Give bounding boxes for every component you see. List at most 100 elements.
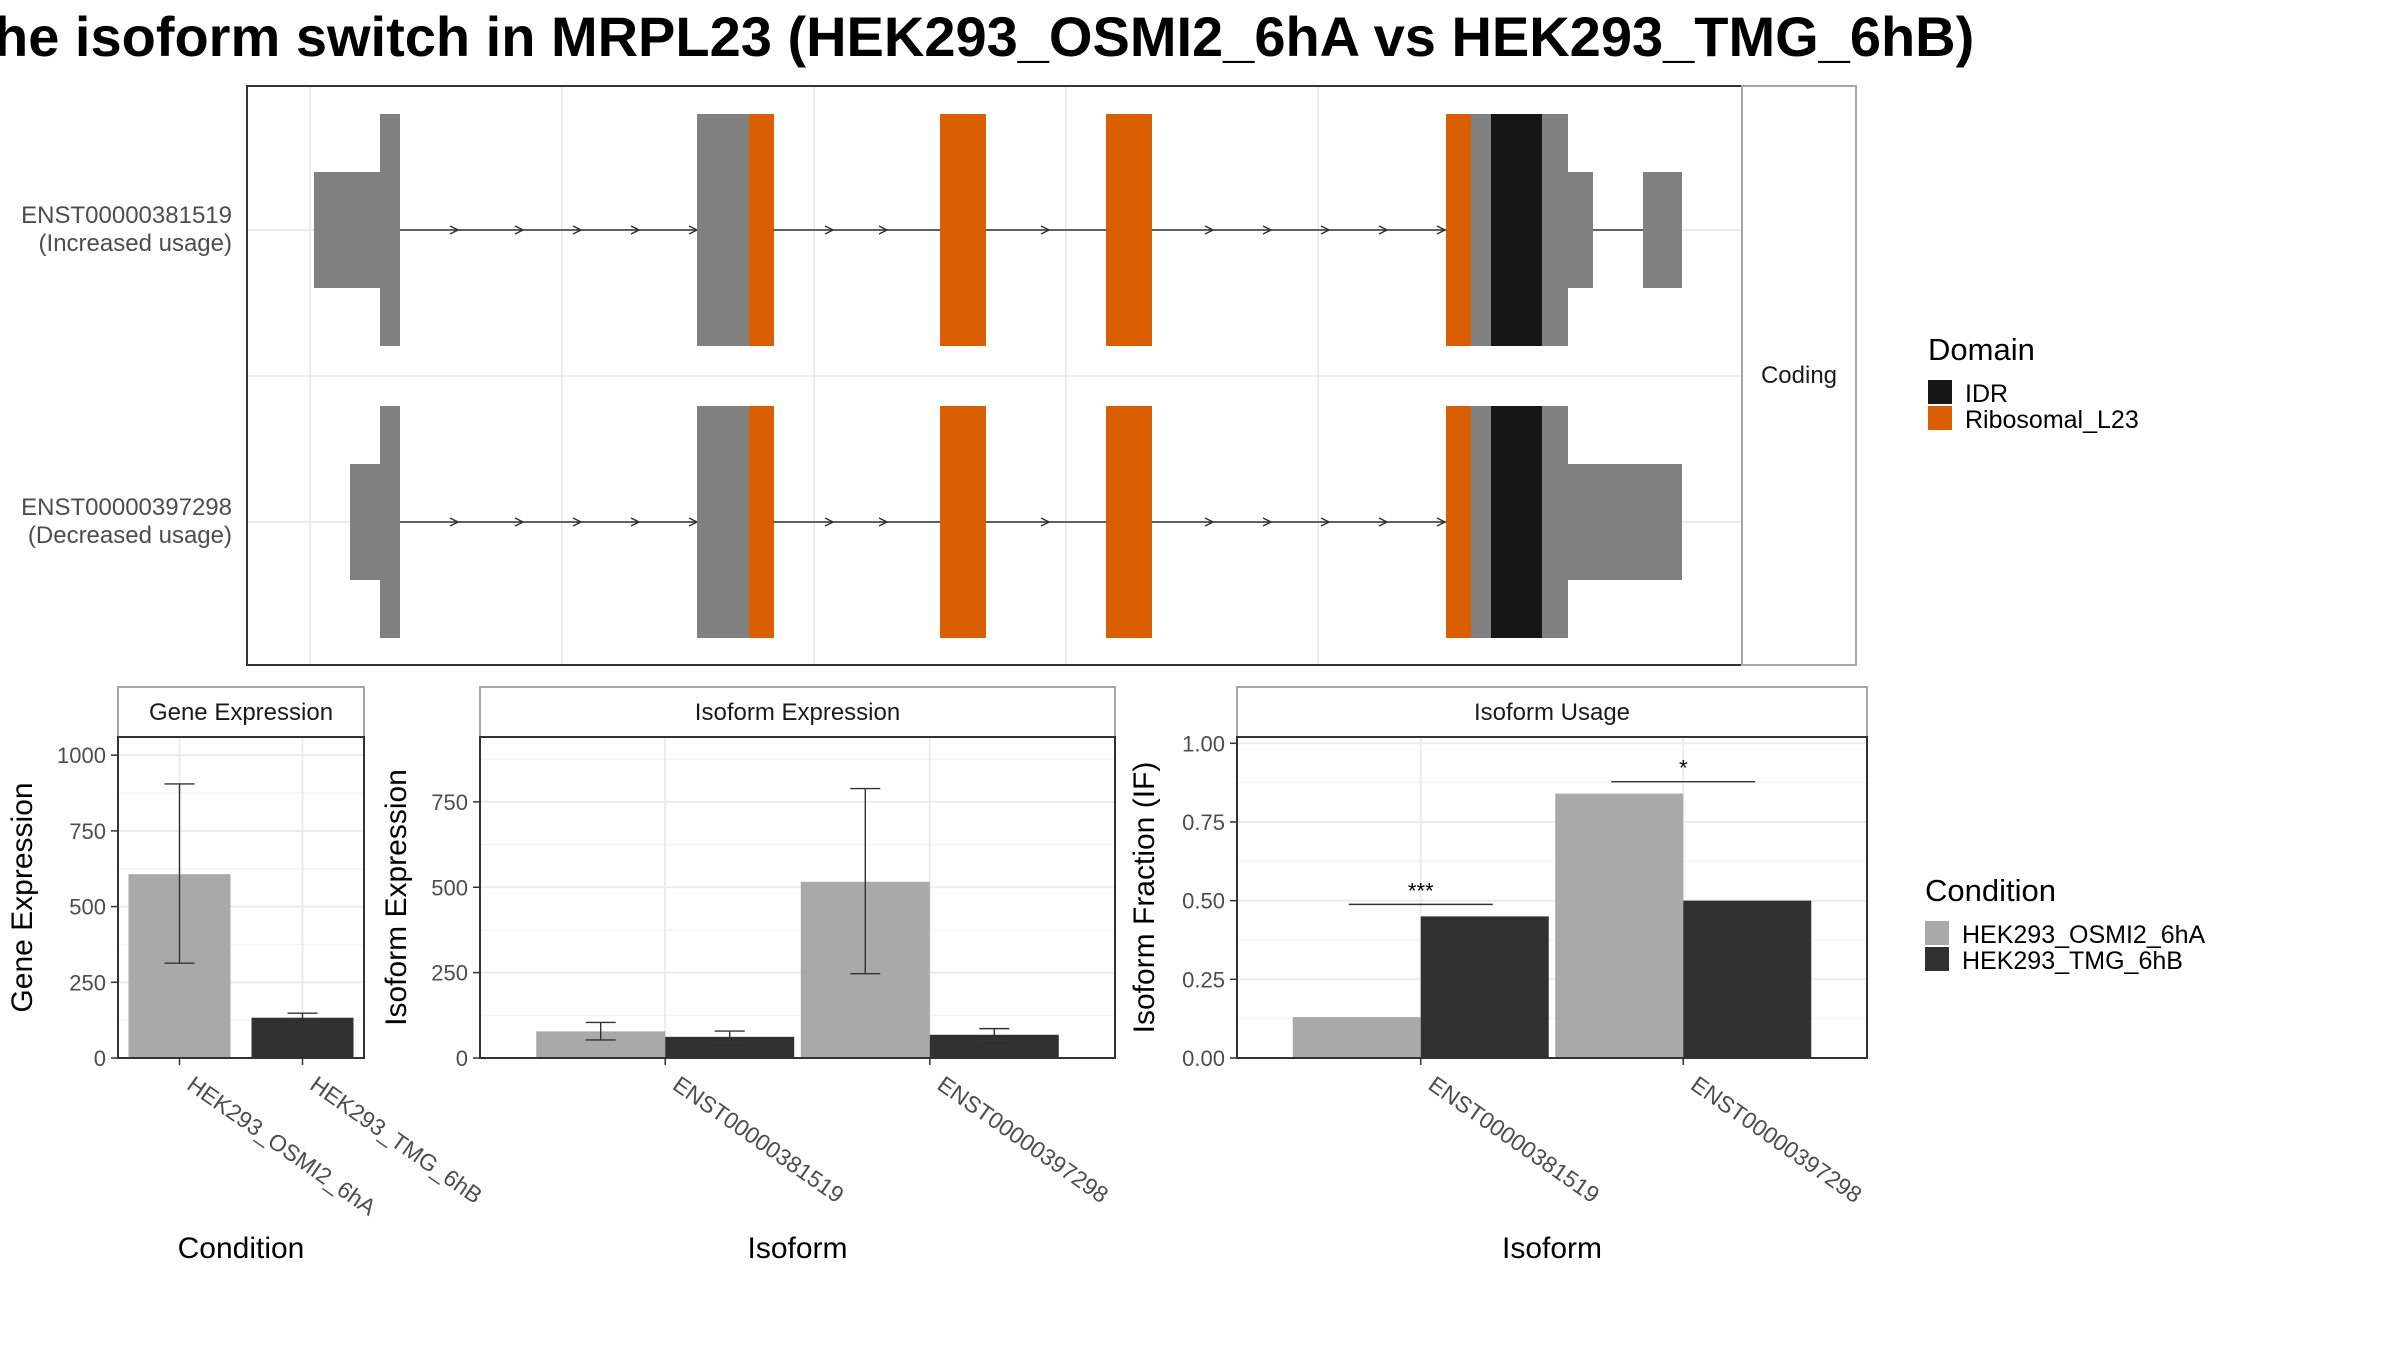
domain-legend-label-ribosomal: Ribosomal_L23	[1965, 406, 2139, 434]
intron-arrow	[1436, 225, 1447, 235]
intron-arrow	[1320, 225, 1331, 235]
gene-expression-strip-title: Gene Expression	[149, 699, 333, 726]
isoform-usage-y-axis-title: Isoform Fraction (IF)	[1128, 762, 1161, 1034]
gene-expression-x-axis-title: Condition	[178, 1232, 305, 1265]
domain-ribosomal-l23	[940, 406, 986, 638]
gene-expression-bar	[251, 1017, 354, 1058]
figure-title: he isoform switch in MRPL23 (HEK293_OSMI…	[0, 5, 1974, 68]
intron-arrow	[449, 225, 460, 235]
isoform-usage-significance-label: *	[1679, 756, 1688, 781]
exon-coding	[380, 406, 400, 638]
exon-coding	[697, 406, 749, 638]
gene-expression-y-tick-label: 1000	[57, 743, 106, 768]
intron-arrow	[572, 517, 583, 527]
coding-strip	[1741, 85, 1857, 666]
isoform-expression-x-tick-label: ENST00000381519	[668, 1071, 848, 1208]
intron-arrow	[630, 225, 641, 235]
isoform-expression-y-axis-title: Isoform Expression	[380, 769, 413, 1026]
isoform-expression-y-tick-label: 750	[431, 790, 468, 815]
intron-arrow	[824, 225, 835, 235]
intron-arrow	[1320, 517, 1331, 527]
isoform-expression-strip	[479, 686, 1116, 738]
intron-arrow	[1436, 517, 1447, 527]
condition-legend-key-tmg	[1925, 947, 1949, 971]
intron-arrow	[1040, 225, 1051, 235]
isoform-usage-strip-title: Isoform Usage	[1474, 699, 1630, 726]
transcript-tracks	[314, 114, 1682, 638]
transcript-track-1	[314, 114, 1682, 346]
isoform-expression-y-tick-label: 0	[456, 1046, 468, 1071]
isoform-usage-x-axis-title: Isoform	[1502, 1232, 1602, 1265]
domain-legend: Domain IDR Ribosomal_L23	[1928, 332, 2139, 434]
condition-legend-label-osmi: HEK293_OSMI2_6hA	[1962, 921, 2206, 949]
intron-arrow	[1040, 517, 1051, 527]
gene-expression-y-tick-label: 500	[69, 895, 106, 920]
exon-coding	[1471, 406, 1491, 638]
isoform-usage-strip	[1236, 686, 1868, 738]
intron-arrow	[1378, 517, 1389, 527]
domain-ribosomal-l23	[940, 114, 986, 346]
isoform-expression-border	[479, 736, 1116, 1059]
intron-arrow	[572, 225, 583, 235]
isoform-usage-significance-label: ***	[1408, 878, 1434, 903]
intron-arrow	[449, 517, 460, 527]
gene-expression-border	[117, 736, 365, 1059]
exon-coding	[380, 114, 400, 346]
isoform-expression-strip-title: Isoform Expression	[695, 699, 900, 726]
isoform-usage-bar	[1683, 900, 1812, 1058]
intron-arrow	[824, 517, 835, 527]
isoform-2-usage-label: (Decreased usage)	[28, 522, 232, 549]
domain-ribosomal-l23	[749, 114, 774, 346]
gene-expression-panel: Gene Expression02505007501000HEK293_OSMI…	[6, 686, 487, 1265]
isoform-1-id-label: ENST00000381519	[21, 202, 232, 229]
condition-legend-label-tmg: HEK293_TMG_6hB	[1962, 947, 2183, 975]
gene-expression-y-tick-label: 0	[94, 1046, 106, 1071]
intron-arrow	[878, 225, 889, 235]
domain-ribosomal-l23	[1446, 406, 1471, 638]
isoform-usage-border	[1236, 736, 1868, 1059]
exon-utr	[1643, 172, 1682, 288]
domain-legend-key-idr	[1928, 380, 1952, 404]
isoform-usage-panel: Isoform Usage****0.000.250.500.751.00ENS…	[1128, 686, 1868, 1265]
intron-arrow	[1204, 225, 1215, 235]
condition-legend-title: Condition	[1925, 873, 2056, 908]
isoform-usage-x-tick-label: ENST00000381519	[1424, 1071, 1604, 1208]
condition-legend-key-osmi	[1925, 921, 1949, 945]
isoform-usage-y-tick-label: 1.00	[1182, 731, 1225, 756]
isoform-expression-x-tick-label: ENST00000397298	[933, 1071, 1113, 1208]
transcript-track-2	[350, 406, 1682, 638]
isoform-expression-bar	[929, 1034, 1059, 1058]
exon-utr	[314, 172, 380, 288]
domain-idr	[1491, 406, 1542, 638]
isoform-1-usage-label: (Increased usage)	[39, 230, 232, 257]
intron-arrow	[1378, 225, 1389, 235]
exon-coding	[1471, 114, 1491, 346]
intron-arrow	[1262, 225, 1273, 235]
isoform-usage-y-tick-label: 0.25	[1182, 967, 1225, 992]
isoform-usage-x-tick-label: ENST00000397298	[1686, 1071, 1866, 1208]
gene-expression-strip	[117, 686, 365, 738]
isoform-expression-background	[480, 737, 1115, 1058]
intron-arrow	[514, 517, 525, 527]
isoform-expression-y-tick-label: 500	[431, 875, 468, 900]
domain-ribosomal-l23	[749, 406, 774, 638]
intron-arrow	[1204, 517, 1215, 527]
domain-ribosomal-l23	[1446, 114, 1471, 346]
domain-legend-title: Domain	[1928, 332, 2035, 367]
isoform-expression-x-axis-title: Isoform	[747, 1232, 847, 1265]
intron-arrow	[514, 225, 525, 235]
transcript-panel: Coding ENST00000381519 (Increased usage)…	[21, 85, 1857, 666]
isoform-usage-y-tick-label: 0.75	[1182, 810, 1225, 835]
isoform-usage-bar	[1420, 916, 1549, 1058]
exon-utr	[1568, 172, 1593, 288]
gene-expression-y-tick-label: 750	[69, 819, 106, 844]
isoform-usage-y-tick-label: 0.50	[1182, 889, 1225, 914]
domain-legend-key-ribosomal	[1928, 406, 1952, 430]
exon-utr	[1568, 464, 1682, 580]
isoform-usage-bar	[1292, 1017, 1421, 1058]
gene-expression-y-tick-label: 250	[69, 970, 106, 995]
domain-legend-label-idr: IDR	[1965, 380, 2008, 408]
coding-strip-label: Coding	[1761, 362, 1837, 389]
domain-idr	[1491, 114, 1542, 346]
